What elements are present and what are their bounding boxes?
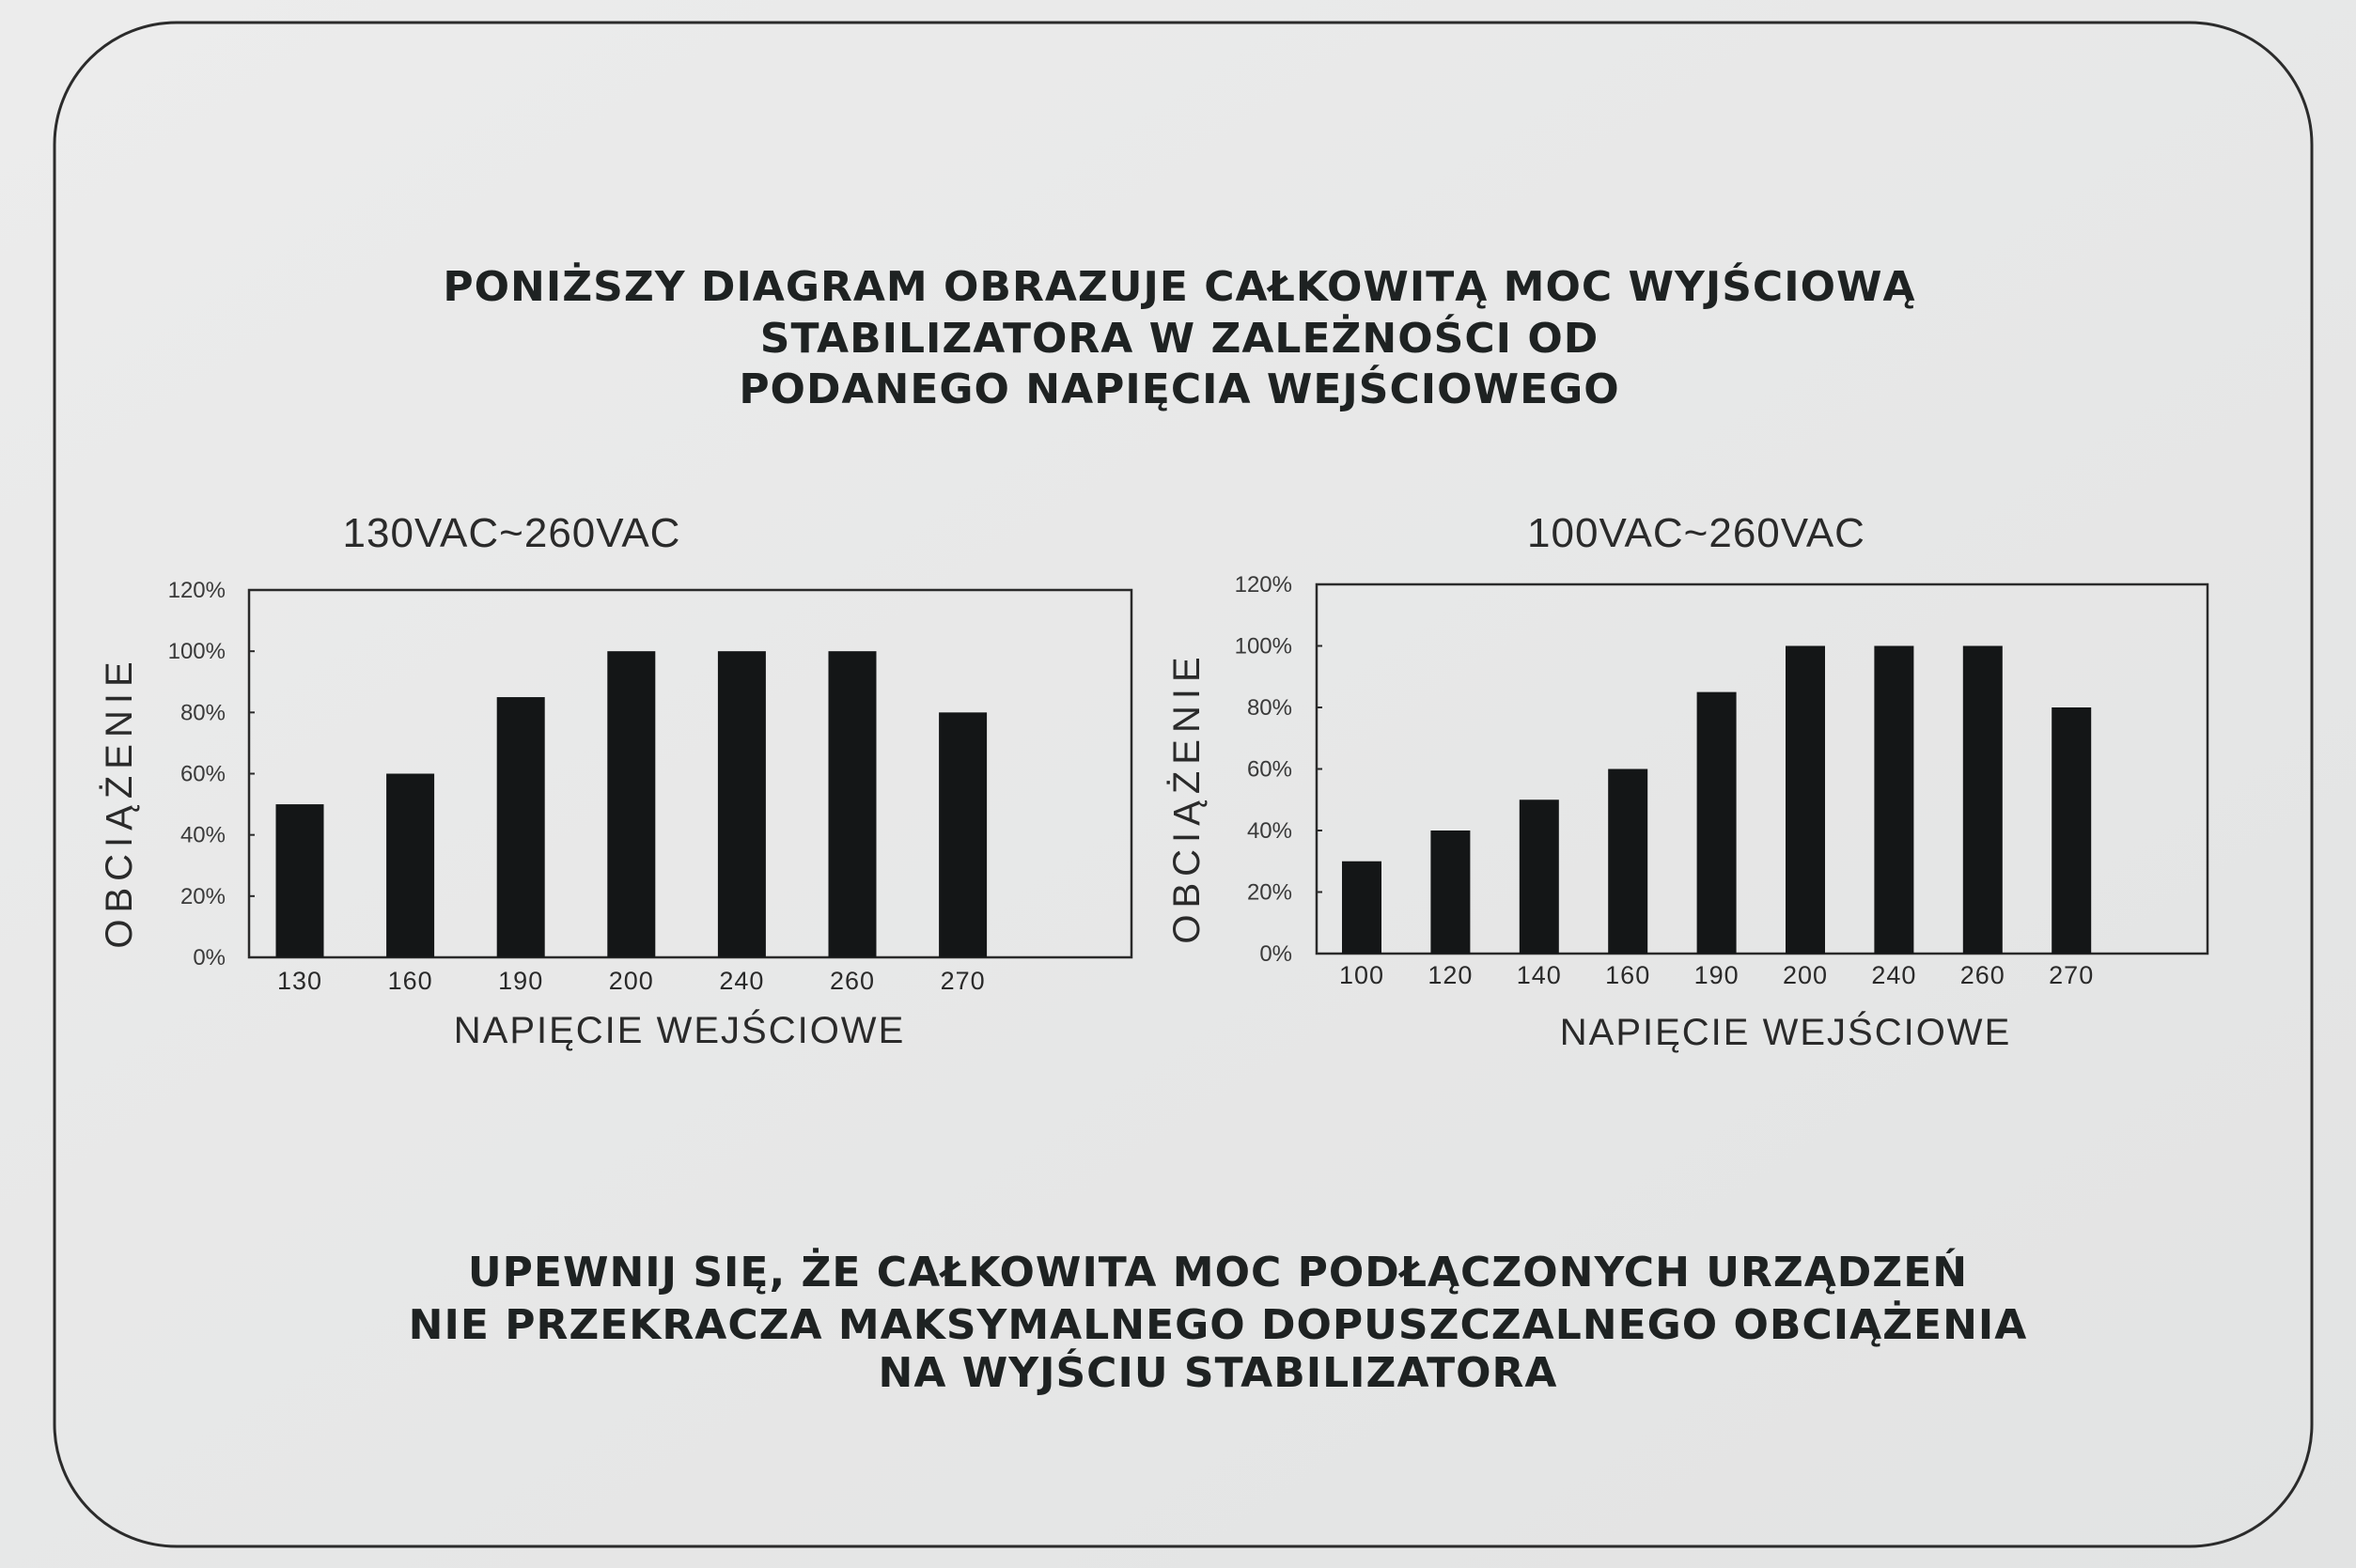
- bar-120: [1430, 831, 1471, 954]
- x-tick-label: 160: [388, 967, 433, 995]
- x-tick-label: 200: [609, 967, 654, 995]
- chart-title: 130VAC~260VAC: [343, 510, 681, 556]
- chart-title: 100VAC~260VAC: [1527, 510, 1865, 556]
- footer-line-3: NA WYJŚCIU STABILIZATORA: [879, 1347, 1558, 1397]
- footer-line-1: UPEWNIJ SIĘ, ŻE CAŁKOWITA MOC PODŁĄCZONY…: [468, 1247, 1968, 1296]
- x-tick-label: 160: [1605, 961, 1650, 989]
- header-line-1: PONIŻSZY DIAGRAM OBRAZUJE CAŁKOWITĄ MOC …: [443, 261, 1915, 311]
- x-tick-label: 190: [1694, 961, 1740, 989]
- y-tick-label: 120%: [1235, 572, 1292, 598]
- x-tick-label: 190: [498, 967, 543, 995]
- y-tick-label: 100%: [1235, 634, 1292, 660]
- y-tick-label: 40%: [180, 823, 226, 848]
- page-frame: [53, 21, 2314, 1548]
- bar-240: [1874, 645, 1914, 954]
- x-tick-label: 130: [277, 967, 322, 995]
- bar-190: [496, 697, 545, 957]
- chart-130-260vac: 130VAC~260VAC 0% 20% 40% 60% 80% 100% 120% 130 16…: [98, 510, 1133, 1051]
- header-line-2: STABILIZATORA W ZALEŻNOŚCI OD: [760, 313, 1599, 363]
- x-tick-label: 270: [2049, 961, 2094, 989]
- x-tick-label: 240: [719, 967, 764, 995]
- bar-200: [607, 651, 656, 957]
- y-tick-label: 20%: [180, 884, 226, 909]
- footer-text: UPEWNIJ SIĘ, ŻE CAŁKOWITA MOC PODŁĄCZONY…: [409, 1247, 2028, 1397]
- bar-140: [1519, 800, 1559, 954]
- x-tick-label: 240: [1871, 961, 1916, 989]
- y-tick-label: 120%: [168, 578, 226, 603]
- y-tick-label: 0%: [1259, 941, 1292, 967]
- x-tick-label: 260: [830, 967, 875, 995]
- x-tick-label: 200: [1783, 961, 1828, 989]
- bar-100: [1342, 861, 1381, 954]
- x-tick-label: 120: [1428, 961, 1473, 989]
- chart-100-260vac: 100VAC~260VAC 0% 20% 40% 60% 80% 100% 120% 100 12…: [1165, 510, 2209, 1053]
- y-tick-label: 20%: [1247, 880, 1292, 906]
- x-tick-label: 270: [941, 967, 986, 995]
- bar-240: [717, 651, 766, 957]
- y-tick-label: 100%: [168, 639, 226, 664]
- bar-200: [1786, 645, 1825, 954]
- bar-260: [828, 651, 877, 957]
- bar-270: [2052, 707, 2092, 954]
- x-tick-label: 140: [1517, 961, 1562, 989]
- header-line-3: PODANEGO NAPIĘCIA WEJŚCIOWEGO: [739, 364, 1619, 413]
- x-tick-label: 100: [1339, 961, 1384, 989]
- y-tick-label: 40%: [1247, 818, 1292, 844]
- bar-130: [275, 804, 324, 957]
- bar-260: [1962, 645, 2003, 954]
- y-axis-title: OBCIĄŻENIE: [98, 655, 140, 948]
- x-axis-title: NAPIĘCIE WEJŚCIOWE: [1560, 1010, 2012, 1053]
- y-tick-label: 80%: [1247, 695, 1292, 721]
- y-tick-label: 60%: [1247, 757, 1292, 783]
- bar-190: [1696, 691, 1737, 954]
- x-tick-label: 260: [1960, 961, 2005, 989]
- bar-160: [386, 773, 435, 957]
- y-axis-title: OBCIĄŻENIE: [1165, 650, 1208, 943]
- x-axis-title: NAPIĘCIE WEJŚCIOWE: [454, 1008, 906, 1051]
- y-tick-label: 60%: [180, 762, 226, 787]
- header-text: PONIŻSZY DIAGRAM OBRAZUJE CAŁKOWITĄ MOC …: [443, 261, 1915, 413]
- y-tick-label: 80%: [180, 700, 226, 725]
- footer-line-2: NIE PRZEKRACZA MAKSYMALNEGO DOPUSZCZALNE…: [409, 1299, 2028, 1349]
- bar-270: [939, 712, 988, 957]
- y-tick-label: 0%: [193, 945, 226, 970]
- bar-160: [1608, 768, 1648, 954]
